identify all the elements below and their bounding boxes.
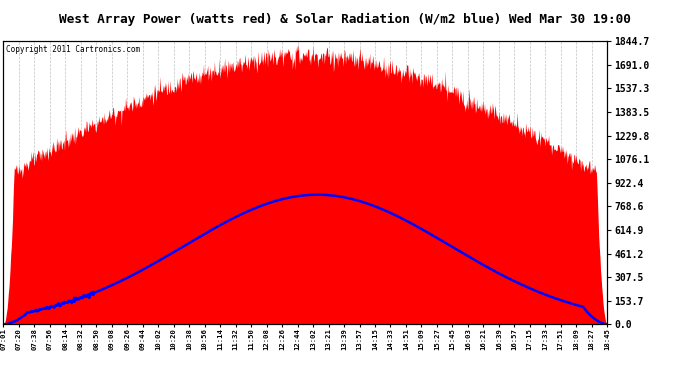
Text: Copyright 2011 Cartronics.com: Copyright 2011 Cartronics.com	[6, 45, 141, 54]
Text: West Array Power (watts red) & Solar Radiation (W/m2 blue) Wed Mar 30 19:00: West Array Power (watts red) & Solar Rad…	[59, 13, 631, 26]
